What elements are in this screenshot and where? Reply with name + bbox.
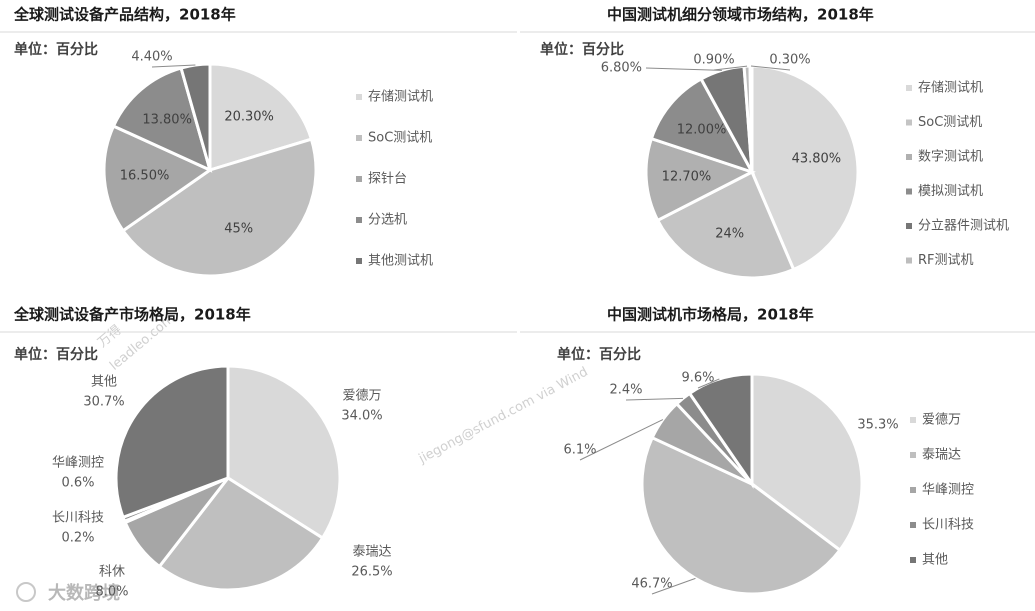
pie-slice — [644, 136, 756, 223]
legend-label: 数字测试机 — [918, 150, 983, 165]
pie-slice — [748, 64, 754, 173]
legend-marker — [906, 119, 912, 126]
data-label: 30.7% — [83, 395, 124, 410]
data-label: 8.0% — [95, 585, 128, 600]
leader-line — [625, 397, 684, 401]
legend-marker — [356, 94, 362, 100]
legend-marker — [356, 258, 362, 264]
data-label: 16.50% — [120, 168, 170, 183]
pie-slice — [120, 137, 318, 278]
pie-slice — [649, 76, 756, 175]
slice-name: 泰瑞达 — [352, 545, 391, 560]
data-label: 0.30% — [769, 53, 810, 68]
logo-text: 大数跨境 — [48, 582, 120, 604]
legend-label: SoC测试机 — [368, 131, 432, 146]
pie-slice — [102, 124, 214, 233]
legend-label: SoC测试机 — [918, 115, 982, 130]
legend-marker — [910, 417, 916, 423]
pie-slice — [114, 364, 230, 520]
legend-marker — [910, 487, 916, 493]
data-label: 6.1% — [563, 443, 596, 458]
legend-marker — [356, 217, 362, 223]
chart-title: 全球测试设备产市场格局，2018年 — [13, 306, 251, 324]
legend-label: 探针台 — [368, 172, 407, 187]
legend-label: 分立器件测试机 — [918, 219, 1009, 234]
chart-title: 全球测试设备产品结构，2018年 — [13, 6, 236, 24]
data-label: 0.90% — [693, 53, 734, 68]
data-label: 0.6% — [61, 476, 94, 491]
data-label: 9.6% — [681, 371, 714, 386]
legend-label: 模拟测试机 — [918, 184, 983, 199]
data-label: 2.4% — [609, 383, 642, 398]
data-label: 26.5% — [351, 565, 392, 580]
leader-line — [697, 378, 720, 389]
pie-slice — [111, 66, 213, 173]
legend-marker — [910, 522, 916, 528]
slice-name: 长川科技 — [52, 511, 104, 526]
data-label: 45% — [224, 222, 253, 237]
legend-label: 存储测试机 — [918, 81, 983, 96]
data-label: 12.70% — [662, 170, 712, 185]
chart-title: 中国测试机市场格局，2018年 — [607, 306, 814, 324]
legend-marker — [906, 154, 912, 160]
slice-name: 科休 — [99, 565, 125, 580]
legend-marker — [906, 223, 912, 229]
leader-line — [151, 64, 196, 68]
legend-marker — [910, 557, 916, 563]
legend-label: 其他测试机 — [368, 254, 433, 269]
data-label: 13.80% — [142, 113, 192, 128]
chart-subtitle: 单位：百分比 — [14, 346, 98, 363]
watermark: 万得 — [95, 322, 125, 351]
legend-label: 华峰测控 — [922, 483, 974, 498]
chart-title: 中国测试机细分领域市场结构，2018年 — [607, 6, 874, 24]
legend-marker — [906, 85, 912, 91]
data-label: 46.7% — [631, 577, 672, 592]
slice-name: 其他 — [91, 375, 117, 390]
data-label: 43.80% — [792, 151, 842, 166]
data-label: 12.00% — [677, 122, 727, 137]
data-label: 0.2% — [61, 531, 94, 546]
chart-subtitle: 单位：百分比 — [557, 346, 641, 363]
data-label: 35.3% — [857, 418, 898, 433]
data-label: 34.0% — [341, 409, 382, 424]
leader-line — [713, 65, 748, 71]
legend-label: 泰瑞达 — [922, 448, 961, 463]
leader-line — [645, 67, 722, 71]
data-label: 20.30% — [224, 110, 274, 125]
leader-line — [651, 577, 696, 595]
logo-icon — [16, 582, 36, 602]
chart-subtitle: 单位：百分比 — [540, 41, 624, 58]
slice-name: 爱德万 — [342, 389, 381, 404]
legend-label: RF测试机 — [918, 253, 974, 268]
legend-label: 存储测试机 — [368, 90, 433, 105]
legend-label: 其他 — [922, 553, 948, 568]
pie-slice — [208, 62, 314, 173]
data-label: 6.80% — [601, 61, 642, 76]
legend-marker — [356, 135, 362, 141]
legend-marker — [910, 452, 916, 458]
data-label: 24% — [715, 226, 744, 241]
pie-slice — [750, 64, 860, 272]
pie-slice — [157, 476, 325, 592]
pie-slice — [655, 169, 796, 280]
legend-marker — [906, 188, 912, 195]
pie-slice — [640, 435, 843, 596]
data-label: 4.40% — [131, 50, 172, 65]
legend-label: 长川科技 — [922, 518, 974, 533]
legend-marker — [356, 176, 362, 182]
leader-line — [579, 419, 664, 461]
pie-slice — [750, 372, 864, 553]
legend-label: 爱德万 — [922, 413, 961, 428]
legend-marker — [906, 257, 912, 264]
chart-subtitle: 单位：百分比 — [14, 41, 98, 58]
legend-label: 分选机 — [368, 213, 407, 228]
leader-line — [750, 65, 791, 71]
slice-name: 华峰测控 — [52, 456, 104, 471]
